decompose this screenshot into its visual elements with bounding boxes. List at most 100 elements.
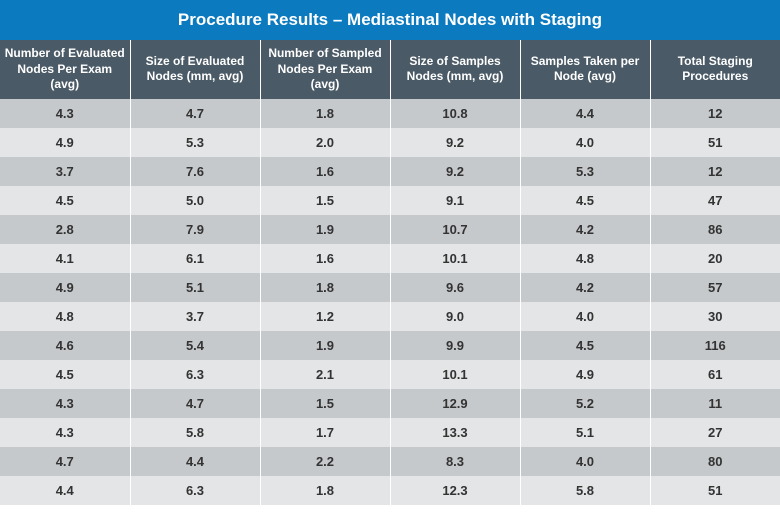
table-cell: 4.2 [520, 215, 650, 244]
table-cell: 5.8 [130, 418, 260, 447]
table-header: Number of Evaluated Nodes Per Exam (avg)… [0, 40, 780, 99]
table-row: 4.34.71.810.84.412 [0, 99, 780, 128]
table-cell: 4.5 [520, 331, 650, 360]
table-cell: 51 [650, 476, 780, 505]
table-cell: 1.7 [260, 418, 390, 447]
table-cell: 4.7 [130, 99, 260, 128]
table-cell: 5.3 [520, 157, 650, 186]
table-cell: 4.9 [0, 128, 130, 157]
table-cell: 9.1 [390, 186, 520, 215]
table-cell: 4.4 [130, 447, 260, 476]
table-cell: 12 [650, 157, 780, 186]
table-cell: 9.2 [390, 157, 520, 186]
column-header: Total Staging Procedures [650, 40, 780, 99]
table-cell: 12.9 [390, 389, 520, 418]
table-cell: 4.6 [0, 331, 130, 360]
table-cell: 5.0 [130, 186, 260, 215]
table-cell: 4.5 [0, 360, 130, 389]
table-row: 4.56.32.110.14.961 [0, 360, 780, 389]
table-cell: 7.9 [130, 215, 260, 244]
table-cell: 3.7 [0, 157, 130, 186]
table-cell: 5.1 [520, 418, 650, 447]
table-cell: 4.1 [0, 244, 130, 273]
table-cell: 4.0 [520, 447, 650, 476]
table-cell: 4.4 [520, 99, 650, 128]
table-cell: 61 [650, 360, 780, 389]
table-row: 4.16.11.610.14.820 [0, 244, 780, 273]
table-cell: 27 [650, 418, 780, 447]
table-cell: 4.9 [0, 273, 130, 302]
table-row: 4.95.11.89.64.257 [0, 273, 780, 302]
table-cell: 12.3 [390, 476, 520, 505]
table-cell: 1.6 [260, 157, 390, 186]
table-cell: 80 [650, 447, 780, 476]
table-cell: 5.4 [130, 331, 260, 360]
table-cell: 2.8 [0, 215, 130, 244]
table-cell: 86 [650, 215, 780, 244]
table-cell: 57 [650, 273, 780, 302]
table-cell: 1.8 [260, 99, 390, 128]
table-cell: 4.2 [520, 273, 650, 302]
table-row: 4.46.31.812.35.851 [0, 476, 780, 505]
table-cell: 2.2 [260, 447, 390, 476]
table-cell: 4.8 [0, 302, 130, 331]
column-header: Size of Samples Nodes (mm, avg) [390, 40, 520, 99]
column-header: Number of Sampled Nodes Per Exam (avg) [260, 40, 390, 99]
table-cell: 4.7 [0, 447, 130, 476]
table-row: 4.95.32.09.24.051 [0, 128, 780, 157]
table-cell: 4.5 [0, 186, 130, 215]
column-header: Number of Evaluated Nodes Per Exam (avg) [0, 40, 130, 99]
table-cell: 5.2 [520, 389, 650, 418]
table-row: 4.74.42.28.34.080 [0, 447, 780, 476]
table-cell: 1.8 [260, 476, 390, 505]
column-header: Samples Taken per Node (avg) [520, 40, 650, 99]
table-cell: 13.3 [390, 418, 520, 447]
table-cell: 4.0 [520, 302, 650, 331]
table-cell: 20 [650, 244, 780, 273]
table-cell: 5.1 [130, 273, 260, 302]
table-cell: 7.6 [130, 157, 260, 186]
table-cell: 4.0 [520, 128, 650, 157]
table-body: 4.34.71.810.84.4124.95.32.09.24.0513.77.… [0, 99, 780, 505]
table-cell: 47 [650, 186, 780, 215]
table-cell: 116 [650, 331, 780, 360]
table-cell: 12 [650, 99, 780, 128]
table-cell: 10.1 [390, 360, 520, 389]
table-cell: 1.5 [260, 186, 390, 215]
table-cell: 1.8 [260, 273, 390, 302]
table-row: 3.77.61.69.25.312 [0, 157, 780, 186]
table-cell: 4.9 [520, 360, 650, 389]
table-cell: 3.7 [130, 302, 260, 331]
table-row: 4.55.01.59.14.547 [0, 186, 780, 215]
table-cell: 6.1 [130, 244, 260, 273]
table-cell: 8.3 [390, 447, 520, 476]
table-cell: 5.8 [520, 476, 650, 505]
table-cell: 1.9 [260, 331, 390, 360]
table-cell: 4.3 [0, 389, 130, 418]
table-cell: 1.2 [260, 302, 390, 331]
table-row: 2.87.91.910.74.286 [0, 215, 780, 244]
table-cell: 4.3 [0, 418, 130, 447]
table-cell: 2.0 [260, 128, 390, 157]
table-cell: 10.1 [390, 244, 520, 273]
table-cell: 4.3 [0, 99, 130, 128]
column-header: Size of Evaluated Nodes (mm, avg) [130, 40, 260, 99]
table-cell: 51 [650, 128, 780, 157]
table-cell: 9.6 [390, 273, 520, 302]
results-table: Number of Evaluated Nodes Per Exam (avg)… [0, 40, 780, 505]
table-cell: 9.9 [390, 331, 520, 360]
table-title: Procedure Results – Mediastinal Nodes wi… [0, 0, 780, 40]
table-cell: 6.3 [130, 476, 260, 505]
table-cell: 1.5 [260, 389, 390, 418]
table-cell: 4.8 [520, 244, 650, 273]
table-cell: 11 [650, 389, 780, 418]
table-row: 4.83.71.29.04.030 [0, 302, 780, 331]
table-cell: 5.3 [130, 128, 260, 157]
table-row: 4.35.81.713.35.127 [0, 418, 780, 447]
table-cell: 30 [650, 302, 780, 331]
table-cell: 6.3 [130, 360, 260, 389]
table-cell: 10.8 [390, 99, 520, 128]
table-cell: 9.2 [390, 128, 520, 157]
table-cell: 4.7 [130, 389, 260, 418]
table-row: 4.34.71.512.95.211 [0, 389, 780, 418]
